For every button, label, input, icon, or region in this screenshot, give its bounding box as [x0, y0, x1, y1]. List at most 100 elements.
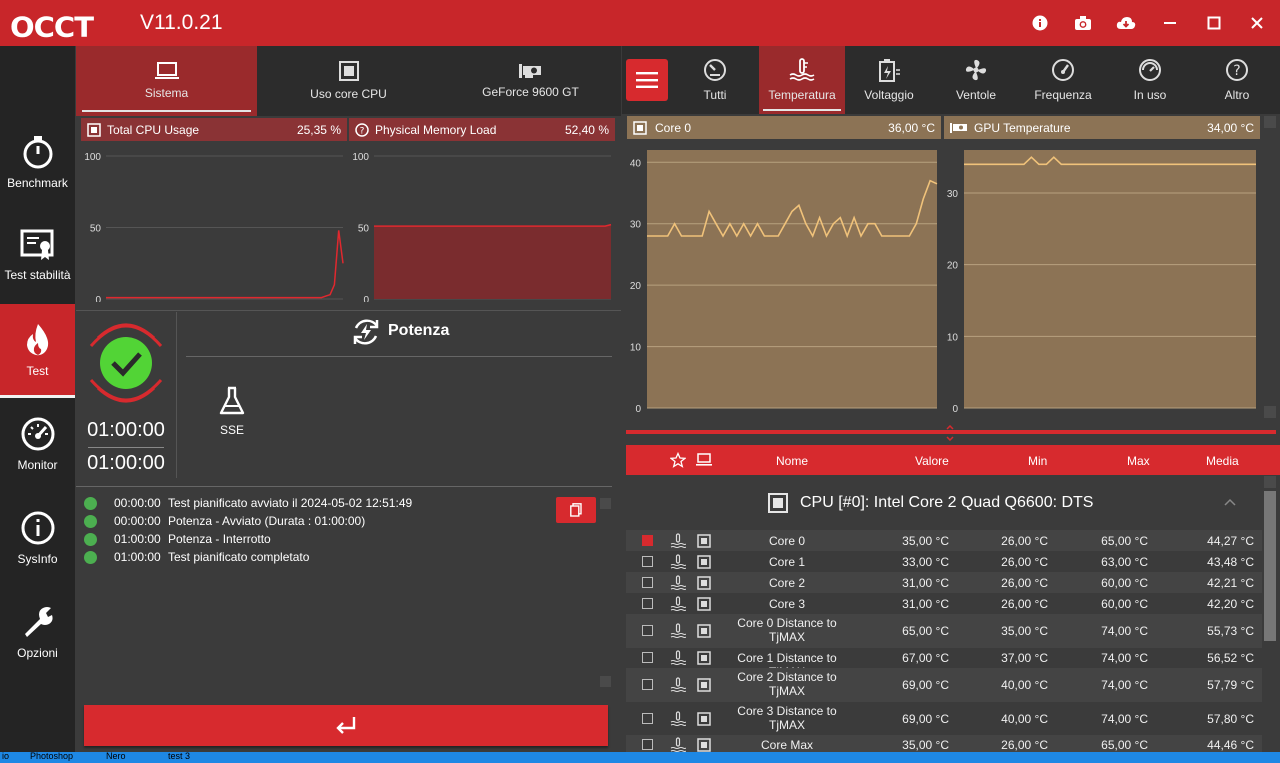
series-line [964, 156, 1256, 166]
monitor-toggle-icon[interactable] [697, 554, 711, 569]
monitor-toggle-icon[interactable] [697, 596, 711, 611]
panel-splitter[interactable] [626, 430, 1276, 434]
tab-gpu[interactable]: GeForce 9600 GT [440, 46, 621, 116]
tab-tutti[interactable]: Tutti [672, 46, 758, 114]
monitor-toggle-icon[interactable] [697, 711, 711, 726]
row-checkbox[interactable] [642, 679, 653, 690]
sidebar-item-test[interactable]: Test [0, 304, 75, 398]
monitor-toggle-icon[interactable] [697, 678, 711, 692]
menu-button[interactable] [626, 59, 668, 101]
tab-frequenza[interactable]: Frequenza [1020, 46, 1106, 114]
taskbar-item[interactable]: Photoshop [30, 751, 74, 761]
table-row[interactable]: Core 1 33,00 °C 26,00 °C 63,00 °C 43,48 °C [626, 551, 1262, 572]
monitor-toggle-icon[interactable] [697, 624, 711, 638]
sidebar-item-sysinfo[interactable]: SysInfo [0, 492, 75, 586]
taskbar-item[interactable]: io [2, 751, 10, 761]
minimize-icon[interactable] [1160, 13, 1180, 33]
row-checkbox[interactable] [642, 652, 653, 663]
table-row[interactable]: Core 2 Distance to TjMAX 69,00 °C 40,00 °C… [626, 668, 1262, 702]
scroll-down-arrow[interactable] [1264, 406, 1276, 418]
copy-log-button[interactable] [556, 497, 596, 523]
chevron-up-icon[interactable] [1224, 498, 1236, 506]
sidebar-item-monitor[interactable]: Monitor [0, 398, 75, 492]
info-icon[interactable] [1030, 13, 1050, 33]
scroll-down-arrow[interactable] [600, 676, 611, 687]
tab-label: Uso core CPU [310, 87, 387, 101]
row-checkbox[interactable] [642, 712, 653, 724]
sidebar-item-options[interactable]: Opzioni [0, 586, 75, 680]
sidebar-item-label: Opzioni [17, 646, 58, 660]
table-row[interactable]: Core Max 35,00 °C 26,00 °C 65,00 °C 44,46 °C [626, 735, 1262, 755]
series-line [647, 179, 938, 239]
divider [186, 356, 612, 357]
tab-temperatura[interactable]: Temperatura [759, 46, 845, 114]
monitor-toggle-icon[interactable] [697, 651, 711, 665]
row-checkbox[interactable] [642, 597, 653, 609]
column-header-value[interactable]: Valore [915, 454, 949, 468]
table-row[interactable]: Core 2 31,00 °C 26,00 °C 60,00 °C 42,21 °C [626, 572, 1262, 593]
scroll-up-arrow[interactable] [600, 498, 611, 509]
column-header-name[interactable]: Nome [776, 454, 809, 468]
table-row[interactable]: Core 1 Distance to TjMAX67,00 °C37,00 °C… [626, 648, 1262, 679]
sidebar-item-stability-test[interactable]: Test stabilità [0, 210, 75, 304]
scroll-up-arrow[interactable] [1264, 116, 1276, 128]
maximize-icon[interactable] [1204, 13, 1224, 33]
log-message: Test pianificato avviato il 2024-05-02 1… [168, 496, 413, 510]
row-checkbox[interactable] [642, 739, 653, 750]
table-row[interactable]: Core 3 Distance to TjMAX 69,00 °C 40,00 °C… [626, 702, 1262, 735]
gpu-icon [950, 122, 967, 133]
row-checkbox[interactable] [642, 625, 653, 636]
table-row[interactable]: Core 0 Distance to TjMAX 65,00 °C 35,00 °C… [626, 614, 1262, 648]
sensor-min: 35,00 °C [1001, 624, 1048, 638]
tab-sistema[interactable]: Sistema [76, 46, 257, 116]
sensor-name: Core 2 [768, 575, 806, 590]
svg-text:?: ? [360, 126, 365, 136]
cloud-download-icon[interactable] [1116, 13, 1136, 33]
y-tick-label: 30 [947, 189, 959, 200]
flask-icon [219, 386, 245, 415]
sensor-group-header[interactable]: CPU [#0]: Intel Core 2 Quad Q6600: DTS [626, 476, 1262, 530]
table-row[interactable]: Core 0 35,00 °C 26,00 °C 65,00 °C 44,27 °C [626, 530, 1262, 551]
close-icon[interactable] [1247, 13, 1267, 33]
power-mode-icon [353, 319, 379, 345]
log-time: 01:00:00 [114, 532, 161, 546]
log-message: Test pianificato completato [168, 550, 310, 564]
sidebar-item-label: Test [26, 364, 49, 378]
tab-label: Ventole [955, 88, 997, 102]
column-header-media[interactable]: Media [1206, 454, 1239, 468]
monitor-toggle-icon[interactable] [697, 575, 711, 590]
tab-label: Temperatura [768, 88, 836, 102]
y-tick-label: 100 [352, 152, 369, 163]
tab-altro[interactable]: ? Altro [1194, 46, 1280, 114]
gpu-graph-header: GPU Temperature 34,00 °C [944, 116, 1260, 139]
scroll-up-arrow[interactable] [1264, 476, 1276, 488]
monitor-icon[interactable] [696, 453, 712, 467]
sensor-panel: Tutti Temperatura Voltaggio Ventole Freq… [622, 46, 1280, 763]
tab-ventole[interactable]: Ventole [933, 46, 1019, 114]
taskbar-item[interactable]: test 3 [168, 751, 191, 761]
sensor-name: Core 0 Distance to TjMAX [737, 616, 837, 644]
return-button[interactable] [84, 705, 608, 746]
row-checkbox[interactable] [642, 576, 653, 588]
row-checkbox[interactable] [642, 534, 653, 546]
monitor-toggle-icon[interactable] [697, 738, 711, 752]
tab-uso-core-cpu[interactable]: Uso core CPU [258, 46, 439, 116]
monitor-toggle-icon[interactable] [697, 533, 711, 548]
star-icon[interactable] [670, 452, 686, 468]
row-checkbox[interactable] [642, 555, 653, 567]
table-scrollbar-thumb[interactable] [1264, 491, 1276, 641]
divider [176, 312, 177, 478]
test-type-sse[interactable]: SSE [202, 386, 262, 437]
column-header-min[interactable]: Min [1028, 454, 1048, 468]
info-icon [21, 511, 54, 545]
tab-voltaggio[interactable]: Voltaggio [846, 46, 932, 114]
log-entry: 01:00:00 Test pianificato completato [84, 549, 544, 567]
sensor-name: Core 1 [768, 554, 806, 569]
sidebar-item-benchmark[interactable]: Benchmark [0, 116, 75, 210]
taskbar-item[interactable]: Nero [106, 751, 126, 761]
sensor-name: Core 0 [768, 533, 806, 548]
column-header-max[interactable]: Max [1127, 454, 1150, 468]
tab-in-uso[interactable]: In uso [1107, 46, 1193, 114]
camera-icon[interactable] [1073, 13, 1093, 33]
table-row[interactable]: Core 3 31,00 °C 26,00 °C 60,00 °C 42,20 °C [626, 593, 1262, 614]
